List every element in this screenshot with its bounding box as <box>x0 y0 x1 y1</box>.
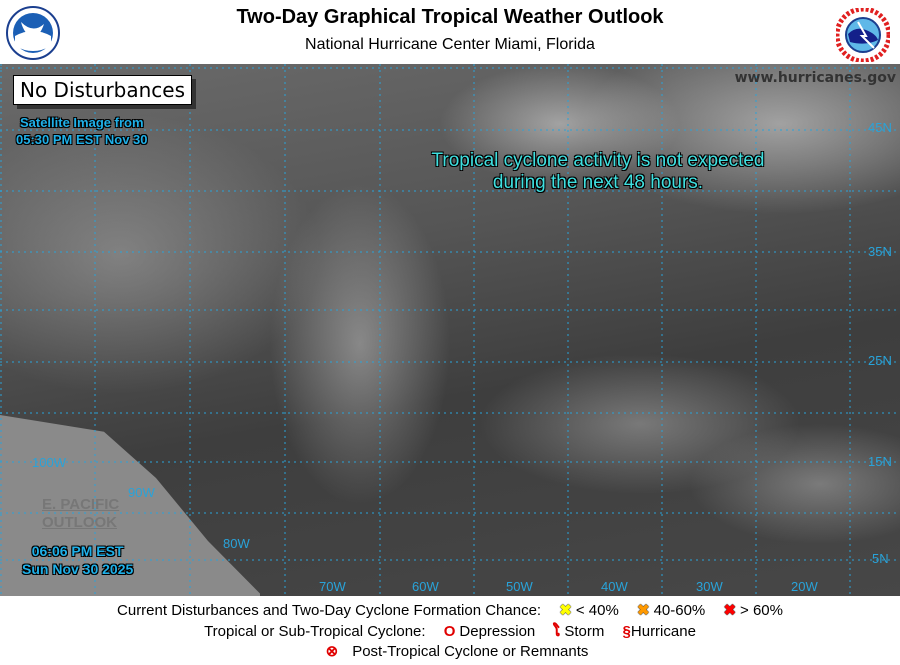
satellite-time-line2: 05:30 PM EST Nov 30 <box>16 132 148 147</box>
post-tropical-label: Post-Tropical Cyclone or Remnants <box>352 642 589 660</box>
outlook-message: Tropical cyclone activity is not expecte… <box>400 150 796 194</box>
message-line2: during the next 48 hours. <box>492 172 704 193</box>
message-line1: Tropical cyclone activity is not expecte… <box>431 150 765 171</box>
legend-post-tropical: ⊗ Post-Tropical Cyclone or Remnants <box>0 642 900 661</box>
lat-label: 45N <box>868 120 892 135</box>
hurricane-icon: § <box>622 622 631 640</box>
lon-label: 90W <box>128 485 155 500</box>
lon-label: 50W <box>506 579 533 594</box>
depression-label: Depression <box>459 622 536 640</box>
storm-label: Storm <box>564 622 605 640</box>
issue-time: 06:06 PM EST Sun Nov 30 2025 <box>22 542 133 578</box>
lat-label: 15N <box>868 454 892 469</box>
depression-icon: O <box>443 622 456 640</box>
epac-line2: OUTLOOK <box>42 514 117 531</box>
storm-icon: ໂ <box>553 623 561 641</box>
legend-formation-chance: Current Disturbances and Two-Day Cyclone… <box>0 601 900 620</box>
lat-label: 5N <box>872 551 889 566</box>
lon-label: 20W <box>791 579 818 594</box>
lon-label: 60W <box>412 579 439 594</box>
lon-label: 100W <box>32 455 66 470</box>
legend: Current Disturbances and Two-Day Cyclone… <box>0 596 900 665</box>
lon-label: 80W <box>223 536 250 551</box>
noaa-logo <box>6 6 60 60</box>
header: Two-Day Graphical Tropical Weather Outlo… <box>0 0 900 64</box>
x-low-icon: ✖ <box>559 602 572 620</box>
post-tropical-icon: ⊗ <box>325 643 339 661</box>
issue-time-line2: Sun Nov 30 2025 <box>22 561 134 577</box>
legend-cyclone-types: Tropical or Sub-Tropical Cyclone: O Depre… <box>0 622 900 641</box>
lon-label: 40W <box>601 579 628 594</box>
lon-label: 30W <box>696 579 723 594</box>
satellite-map: www.hurricanes.gov No Disturbances Satel… <box>0 64 900 596</box>
medium-chance-label: 40-60% <box>653 601 706 619</box>
epac-line1: E. PACIFIC <box>42 496 120 513</box>
satellite-time-line1: Satellite Image from <box>19 115 144 130</box>
satellite-time: Satellite Image from 05:30 PM EST Nov 30 <box>16 114 148 148</box>
status-box: No Disturbances <box>13 75 193 105</box>
page-subtitle: National Hurricane Center Miami, Florida <box>305 36 595 53</box>
nws-logo <box>836 8 890 62</box>
issue-time-line1: 06:06 PM EST <box>31 543 124 559</box>
x-medium-icon: ✖ <box>636 602 650 620</box>
cyclone-types-label: Tropical or Sub-Tropical Cyclone: <box>204 622 426 640</box>
lon-label: 70W <box>319 579 346 594</box>
website-watermark: www.hurricanes.gov <box>734 70 896 86</box>
hurricane-label: Hurricane <box>630 622 696 640</box>
formation-chance-label: Current Disturbances and Two-Day Cyclone… <box>117 601 542 619</box>
low-chance-label: < 40% <box>575 601 619 619</box>
lat-label: 35N <box>868 244 892 259</box>
lat-label: 25N <box>868 353 892 368</box>
high-chance-label: > 60% <box>740 601 783 619</box>
page-title: Two-Day Graphical Tropical Weather Outlo… <box>236 6 664 28</box>
x-high-icon: ✖ <box>723 602 737 620</box>
epac-outlook-link[interactable]: E. PACIFIC OUTLOOK <box>42 496 119 532</box>
